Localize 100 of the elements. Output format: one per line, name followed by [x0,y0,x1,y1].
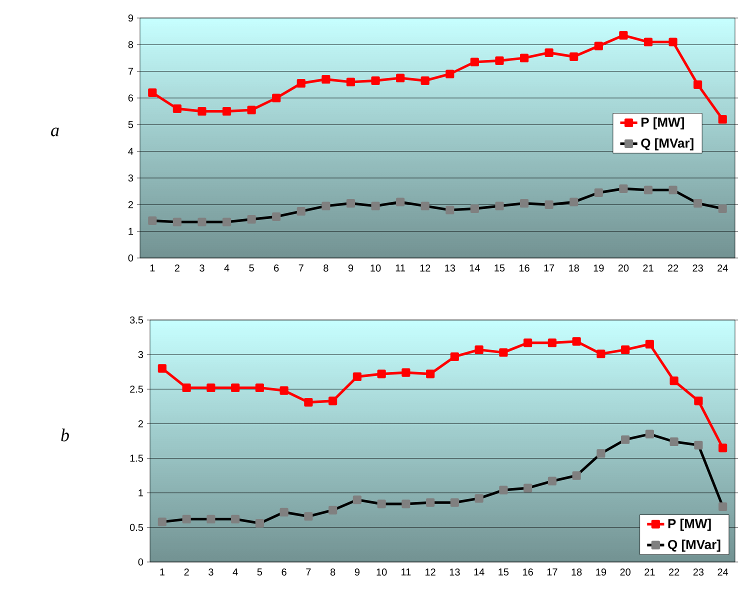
point [645,340,654,348]
point [450,352,459,361]
point [255,383,264,392]
x-tick-label: 5 [249,264,254,272]
y-tick-label: 2 [128,201,133,208]
point [182,383,191,392]
y-tick-label: 1.5 [130,454,144,462]
point [247,106,256,114]
point [377,370,386,378]
legend-label: Q [MVar] [668,540,720,552]
x-tick-label: 8 [324,264,328,272]
point [544,48,554,57]
point [322,75,330,84]
x-tick-label: 22 [669,568,680,576]
y-tick-label: 9 [128,14,133,22]
x-tick-label: 14 [474,568,484,576]
point [596,350,606,358]
point [670,376,678,386]
x-tick-label: 21 [643,264,654,272]
point [570,52,578,61]
legend-label: P [MW] [668,518,711,531]
point [328,396,338,406]
point [499,348,508,357]
point [426,370,435,378]
x-tick-label: 16 [519,264,530,272]
point [644,38,653,46]
legend-label: Q [MVar] [641,138,694,150]
y-tick-label: 2 [138,420,143,428]
point [352,372,362,381]
x-tick-label: 13 [450,568,460,576]
x-tick-label: 15 [498,568,509,576]
x-tick-label: 1 [150,264,155,272]
x-tick-label: 5 [257,568,262,576]
y-tick-label: 3 [138,351,144,358]
x-tick-label: 10 [376,568,387,576]
point [548,338,556,348]
point [572,337,581,346]
x-tick-label: 4 [232,568,238,576]
x-tick-label: 6 [274,264,279,272]
point [420,76,430,85]
x-tick-label: 9 [354,568,360,576]
y-tick-label: 8 [128,41,134,48]
y-tick-label: 4 [128,148,134,155]
y-tick-label: 3 [128,174,134,182]
x-tick-label: 23 [693,568,704,576]
y-tick-label: 0 [128,254,134,262]
y-tick-label: 1 [138,489,143,496]
point [172,104,182,113]
x-tick-label: 18 [572,568,582,576]
y-tick-label: 3.5 [130,316,144,324]
x-tick-label: 16 [523,568,533,576]
x-tick-label: 21 [644,568,655,576]
point [148,88,157,97]
x-tick-label: 7 [298,264,304,272]
point [495,56,504,65]
x-tick-label: 13 [445,264,456,272]
x-tick-label: 3 [208,568,214,576]
x-tick-label: 1 [160,568,164,576]
x-tick-label: 7 [306,568,311,576]
y-tick-label: 7 [128,68,133,75]
x-tick-label: 6 [282,568,286,576]
y-tick-label: 0.5 [130,524,144,531]
point [718,444,728,452]
point [474,345,484,354]
x-tick-label: 2 [184,568,189,576]
point [621,345,630,354]
x-tick-label: 3 [200,264,204,272]
point [371,76,380,85]
x-tick-label: 22 [668,264,678,272]
x-tick-label: 17 [547,568,558,576]
text: a [51,128,59,136]
point [668,38,678,46]
x-tick-label: 2 [174,264,180,272]
x-tick-label: 12 [420,264,430,272]
x-tick-label: 23 [692,264,703,272]
x-tick-label: 14 [470,264,480,272]
x-tick-label: 15 [494,264,505,272]
point [594,42,603,50]
point [694,80,702,89]
text: b [61,428,69,442]
x-tick-label: 10 [370,264,381,272]
point [222,107,232,116]
x-tick-label: 18 [569,264,579,272]
point [158,364,166,373]
point [206,383,216,392]
point [619,31,628,40]
point [346,78,356,86]
point [718,115,727,124]
x-tick-label: 11 [396,264,406,272]
point [198,107,206,116]
x-tick-label: 17 [544,264,554,272]
x-tick-label: 24 [718,568,728,576]
point [296,79,306,88]
point [470,58,479,66]
x-tick-label: 9 [348,264,354,272]
point [446,70,454,78]
legend-label: P [MW] [641,117,684,130]
x-tick-label: 11 [402,568,411,576]
x-tick-label: 19 [594,264,604,272]
y-tick-label: 5 [128,121,134,128]
